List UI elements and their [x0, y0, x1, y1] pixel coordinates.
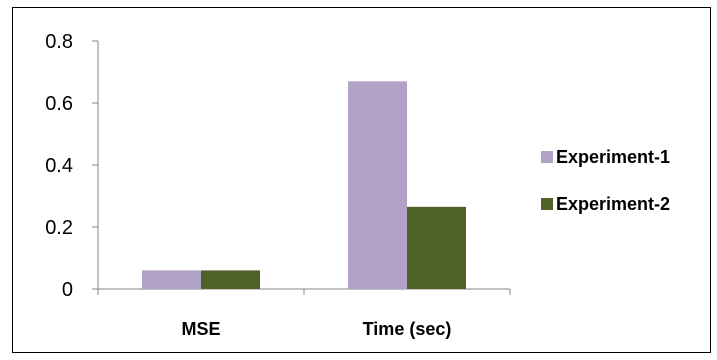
y-tick-label: 0.6: [45, 93, 73, 115]
bar-experiment-2-0: [201, 270, 260, 289]
legend-label: Experiment-1: [556, 147, 670, 167]
y-tick-label: 0.8: [45, 31, 73, 53]
chart-area: 0 0.2 0.4 0.6 0.8 MSE Time (sec) Experiment-1 E…: [12, 7, 711, 353]
y-tick-label: 0.2: [45, 217, 73, 239]
y-tick-label: 0: [62, 279, 73, 301]
legend-label: Experiment-2: [556, 194, 670, 214]
y-tick-label: 0.4: [45, 155, 73, 177]
x-category-label: Time (sec): [363, 319, 452, 339]
x-category-label: MSE: [181, 319, 220, 339]
bar-experiment-1-1: [348, 81, 407, 289]
legend-swatch: [541, 151, 553, 163]
legend: Experiment-1 Experiment-2: [541, 147, 670, 214]
bar-experiment-1-0: [142, 270, 201, 289]
axis-labels: 0 0.2 0.4 0.6 0.8 MSE Time (sec): [45, 31, 451, 339]
legend-swatch: [541, 198, 553, 210]
bars: [142, 81, 466, 289]
bar-experiment-2-1: [407, 206, 466, 289]
